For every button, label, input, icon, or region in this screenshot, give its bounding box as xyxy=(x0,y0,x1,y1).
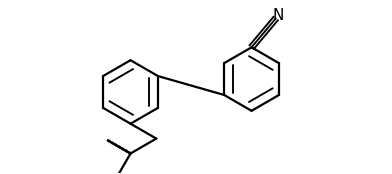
Text: N: N xyxy=(273,8,284,23)
